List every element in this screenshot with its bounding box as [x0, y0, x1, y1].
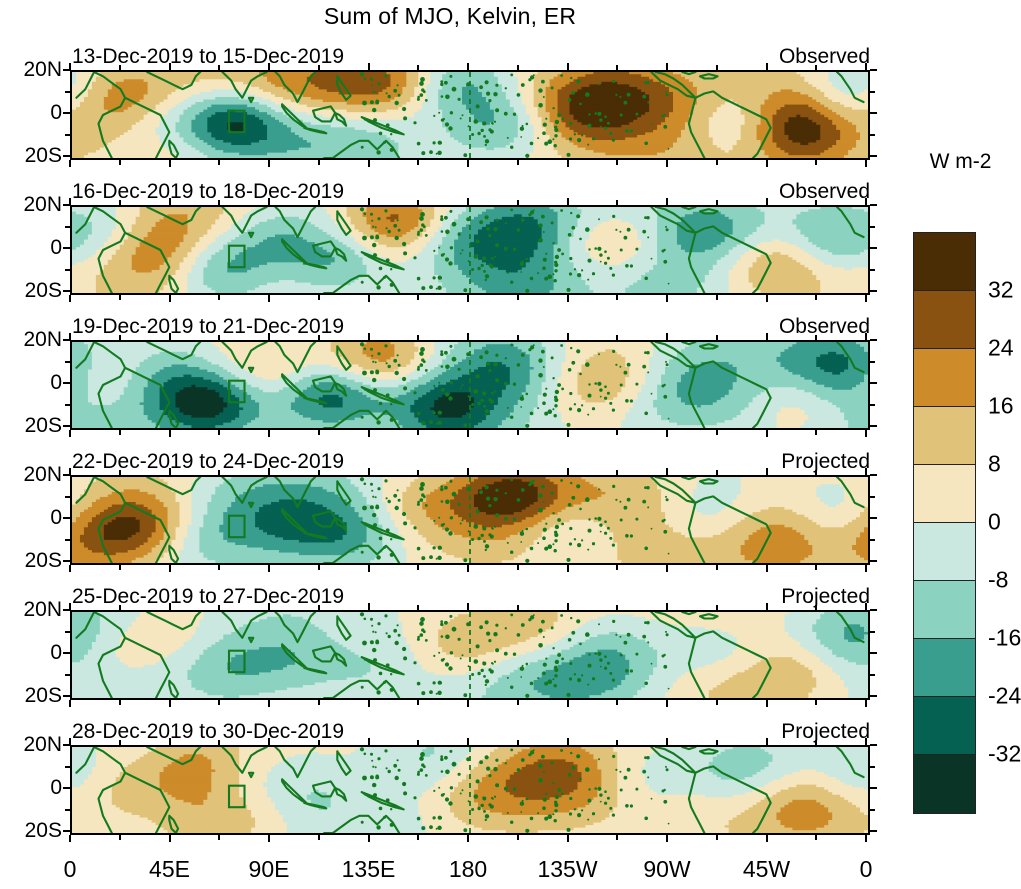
- y-tick-label: 20S: [24, 549, 62, 572]
- y-tick-label: 0: [50, 776, 62, 799]
- coastlines: [75, 207, 865, 293]
- coastlines: [75, 747, 865, 833]
- panel-plot-area[interactable]: [70, 745, 870, 835]
- panel-date-range: 16-Dec-2019 to 18-Dec-2019: [72, 180, 344, 203]
- colorbar-band: [914, 291, 975, 349]
- x-tick-label: 45E: [149, 856, 190, 882]
- colorbar-band: [914, 233, 975, 291]
- panel-plot-area[interactable]: [70, 475, 870, 565]
- colorbar-band: [914, 697, 975, 755]
- colorbar-band: [914, 581, 975, 639]
- map-panel: 16-Dec-2019 to 18-Dec-2019 Observed: [63, 180, 877, 302]
- y-tick-label: 20S: [24, 819, 62, 842]
- map-panel: 22-Dec-2019 to 24-Dec-2019 Projected: [63, 450, 877, 572]
- x-tick-label: 45W: [742, 856, 791, 882]
- colorbar-unit-label: W m-2: [929, 150, 992, 173]
- y-tick-label: 20S: [24, 414, 62, 437]
- coastlines: [75, 342, 865, 428]
- y-tick-label: 20N: [23, 328, 62, 351]
- panel-status-label: Observed: [778, 180, 870, 203]
- panel-header: 25-Dec-2019 to 27-Dec-2019 Projected: [70, 585, 870, 609]
- colorbar-tick-label: 24: [988, 334, 1014, 361]
- x-tick-label: 180: [448, 856, 488, 882]
- colorbar-tick-label: -24: [988, 682, 1021, 709]
- y-tick-label: 0: [50, 641, 62, 664]
- colorbar-tick-label: -16: [988, 624, 1021, 651]
- map-panel: 25-Dec-2019 to 27-Dec-2019 Projected: [63, 585, 877, 707]
- coastlines: [75, 612, 865, 698]
- colorbar-band: [914, 639, 975, 697]
- panel-status-label: Observed: [778, 45, 870, 68]
- panel-date-range: 25-Dec-2019 to 27-Dec-2019: [72, 585, 344, 608]
- map-panel: 13-Dec-2019 to 15-Dec-2019 Observed: [63, 45, 877, 167]
- y-tick-label: 0: [50, 371, 62, 394]
- panel-header: 22-Dec-2019 to 24-Dec-2019 Projected: [70, 450, 870, 474]
- colorbar-band: [914, 755, 975, 813]
- panel-date-range: 22-Dec-2019 to 24-Dec-2019: [72, 450, 344, 473]
- y-axis-labels: 20N 0 20S: [0, 193, 62, 302]
- y-tick-label: 0: [50, 236, 62, 259]
- colorbar-tick-label: -32: [988, 740, 1021, 767]
- coastlines: [75, 72, 865, 158]
- colorbar-band: [914, 407, 975, 465]
- y-axis-labels: 20N 0 20S: [0, 463, 62, 572]
- panel-status-label: Observed: [778, 315, 870, 338]
- y-tick-label: 20N: [23, 598, 62, 621]
- colorbar-tick-label: 16: [988, 392, 1014, 419]
- y-axis-labels: 20N 0 20S: [0, 328, 62, 437]
- coastlines: [75, 477, 865, 563]
- colorbar[interactable]: [913, 232, 976, 814]
- panel-plot-area[interactable]: [70, 340, 870, 430]
- page-title: Sum of MJO, Kelvin, ER: [323, 3, 577, 29]
- x-tick-label: 90W: [643, 856, 691, 882]
- panel-plot-area[interactable]: [70, 70, 870, 160]
- y-axis-labels: 20N 0 20S: [0, 598, 62, 707]
- colorbar-tick-label: 32: [988, 276, 1014, 303]
- panel-header: 16-Dec-2019 to 18-Dec-2019 Observed: [70, 180, 870, 204]
- panel-date-range: 19-Dec-2019 to 21-Dec-2019: [72, 315, 344, 338]
- panel-header: 13-Dec-2019 to 15-Dec-2019 Observed: [70, 45, 870, 69]
- y-tick-label: 0: [50, 101, 62, 124]
- panel-header: 19-Dec-2019 to 21-Dec-2019 Observed: [70, 315, 870, 339]
- x-tick-label: 135W: [537, 856, 598, 882]
- y-axis-labels: 20N 0 20S: [0, 733, 62, 842]
- x-tick-label: 90E: [248, 856, 290, 882]
- y-tick-label: 20N: [23, 733, 62, 756]
- panel-status-label: Projected: [781, 585, 870, 608]
- y-tick-label: 20S: [24, 279, 62, 302]
- colorbar-tick-label: 0: [988, 508, 1001, 535]
- colorbar-band: [914, 465, 975, 523]
- x-tick-label: 0: [859, 856, 873, 882]
- y-tick-label: 20N: [23, 58, 62, 81]
- contour-fill: [72, 612, 868, 698]
- panel-plot-area[interactable]: [70, 610, 870, 700]
- y-tick-label: 20N: [23, 193, 62, 216]
- x-axis: 0 45E 90E 135E 180 135W 90W 45W 0: [64, 844, 873, 884]
- panel-date-range: 13-Dec-2019 to 15-Dec-2019: [72, 45, 344, 68]
- panel-date-range: 28-Dec-2019 to 30-Dec-2019: [72, 720, 344, 743]
- panel-plot-area[interactable]: [70, 205, 870, 295]
- contour-fill: [72, 207, 868, 293]
- colorbar-band: [914, 349, 975, 407]
- y-tick-label: 20S: [24, 684, 62, 707]
- panel-status-label: Projected: [781, 720, 870, 743]
- y-tick-label: 20N: [23, 463, 62, 486]
- map-panel: 19-Dec-2019 to 21-Dec-2019 Observed: [63, 315, 877, 437]
- x-tick-label: 0: [63, 856, 77, 882]
- y-tick-label: 0: [50, 506, 62, 529]
- colorbar-tick-labels: 32 24 16 8 0 -8 -16 -24 -32: [980, 232, 1021, 812]
- panel-header: 28-Dec-2019 to 30-Dec-2019 Projected: [70, 720, 870, 744]
- colorbar-band: [914, 523, 975, 581]
- y-axis-labels: 20N 0 20S: [0, 58, 62, 167]
- panel-status-label: Projected: [781, 450, 870, 473]
- colorbar-tick-label: 8: [988, 450, 1001, 477]
- x-tick-label: 135E: [341, 856, 396, 882]
- y-tick-label: 20S: [24, 144, 62, 167]
- map-panel: 28-Dec-2019 to 30-Dec-2019 Projected: [63, 720, 877, 842]
- colorbar-tick-label: -8: [988, 566, 1009, 593]
